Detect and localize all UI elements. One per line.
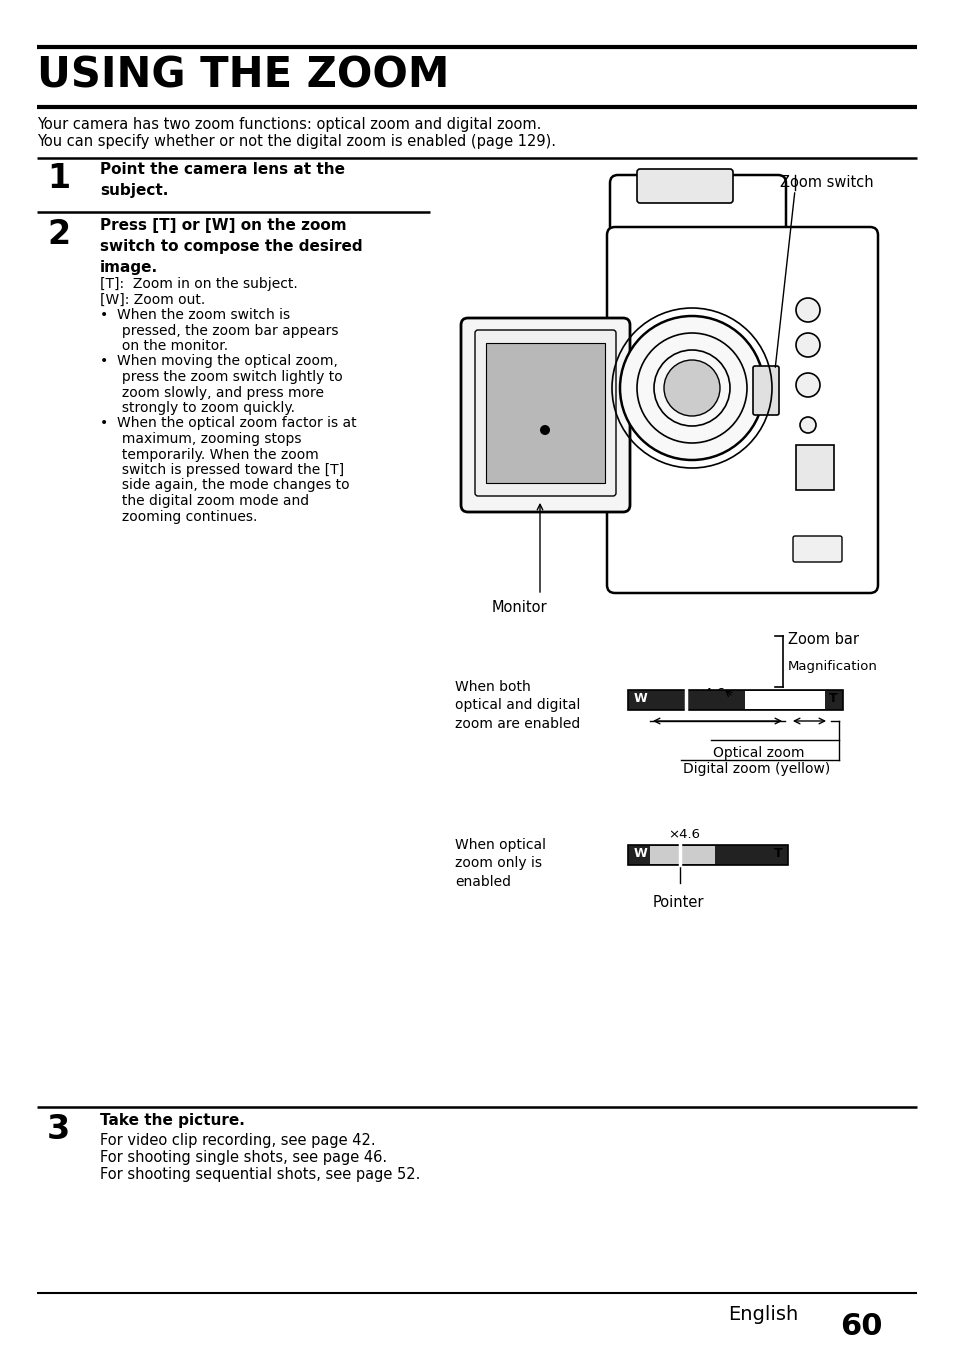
Text: For video clip recording, see page 42.: For video clip recording, see page 42.	[100, 1132, 375, 1149]
Text: Optical zoom: Optical zoom	[712, 746, 803, 760]
Text: •  When the optical zoom factor is at: • When the optical zoom factor is at	[100, 417, 356, 430]
Text: Digital zoom (yellow): Digital zoom (yellow)	[682, 763, 829, 776]
FancyBboxPatch shape	[752, 366, 779, 416]
Text: Take the picture.: Take the picture.	[100, 1114, 245, 1128]
Text: temporarily. When the zoom: temporarily. When the zoom	[100, 448, 318, 461]
Circle shape	[795, 373, 820, 397]
Text: Point the camera lens at the
subject.: Point the camera lens at the subject.	[100, 161, 345, 198]
FancyBboxPatch shape	[792, 537, 841, 562]
Text: Monitor: Monitor	[492, 600, 547, 615]
Circle shape	[800, 417, 815, 433]
Text: USING THE ZOOM: USING THE ZOOM	[37, 55, 449, 97]
Text: switch is pressed toward the [T]: switch is pressed toward the [T]	[100, 463, 344, 477]
Text: English: English	[727, 1305, 798, 1323]
Text: the digital zoom mode and: the digital zoom mode and	[100, 494, 309, 508]
Text: W: W	[634, 847, 647, 859]
Text: [T]:  Zoom in on the subject.: [T]: Zoom in on the subject.	[100, 277, 297, 291]
Circle shape	[795, 334, 820, 356]
Bar	[649, 846, 714, 863]
Text: on the monitor.: on the monitor.	[100, 339, 228, 352]
Text: T: T	[828, 691, 837, 705]
Text: Zoom switch: Zoom switch	[780, 175, 873, 190]
Text: T: T	[773, 847, 781, 859]
Circle shape	[619, 316, 763, 460]
Text: ×4.6: ×4.6	[692, 687, 724, 699]
Text: W: W	[634, 691, 647, 705]
Bar	[627, 690, 842, 710]
Text: For shooting sequential shots, see page 52.: For shooting sequential shots, see page …	[100, 1167, 420, 1182]
Text: Pointer: Pointer	[652, 894, 703, 911]
Text: Your camera has two zoom functions: optical zoom and digital zoom.: Your camera has two zoom functions: opti…	[37, 117, 540, 132]
Text: For shooting single shots, see page 46.: For shooting single shots, see page 46.	[100, 1150, 387, 1165]
Bar	[618, 426, 652, 445]
FancyBboxPatch shape	[606, 227, 877, 593]
Text: •  When the zoom switch is: • When the zoom switch is	[100, 308, 290, 321]
Text: You can specify whether or not the digital zoom is enabled (page 129).: You can specify whether or not the digit…	[37, 134, 556, 149]
Text: ×4.6: ×4.6	[667, 829, 700, 841]
Bar	[744, 691, 824, 709]
Text: 3: 3	[47, 1114, 71, 1146]
Text: press the zoom switch lightly to: press the zoom switch lightly to	[100, 370, 342, 385]
FancyBboxPatch shape	[475, 330, 616, 496]
Circle shape	[663, 360, 720, 416]
FancyBboxPatch shape	[460, 317, 629, 512]
Text: maximum, zooming stops: maximum, zooming stops	[100, 432, 301, 447]
Text: 60: 60	[840, 1311, 882, 1341]
Bar	[627, 845, 787, 865]
Circle shape	[539, 425, 550, 434]
Text: When optical
zoom only is
enabled: When optical zoom only is enabled	[455, 838, 545, 889]
Text: Zoom bar: Zoom bar	[787, 632, 858, 647]
Bar	[485, 343, 604, 483]
Text: [W]: Zoom out.: [W]: Zoom out.	[100, 292, 205, 307]
Circle shape	[795, 299, 820, 321]
Text: Press [T] or [W] on the zoom
switch to compose the desired
image.: Press [T] or [W] on the zoom switch to c…	[100, 218, 362, 274]
Text: 1: 1	[47, 161, 71, 195]
Bar	[795, 445, 833, 490]
Text: Magnification: Magnification	[787, 660, 877, 672]
Text: pressed, the zoom bar appears: pressed, the zoom bar appears	[100, 324, 338, 338]
Text: •  When moving the optical zoom,: • When moving the optical zoom,	[100, 355, 337, 369]
Text: strongly to zoom quickly.: strongly to zoom quickly.	[100, 401, 294, 416]
Text: zoom slowly, and press more: zoom slowly, and press more	[100, 386, 324, 399]
Text: 2: 2	[47, 218, 71, 252]
Text: zooming continues.: zooming continues.	[100, 510, 257, 523]
FancyBboxPatch shape	[609, 175, 785, 286]
Text: When both
optical and digital
zoom are enabled: When both optical and digital zoom are e…	[455, 681, 579, 730]
FancyBboxPatch shape	[637, 169, 732, 203]
Text: side again, the mode changes to: side again, the mode changes to	[100, 479, 349, 492]
